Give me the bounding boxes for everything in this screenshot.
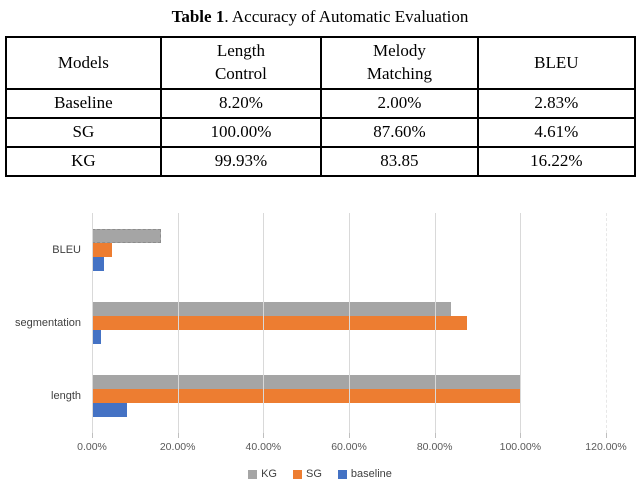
cell-sg-length: 100.00% [159,117,323,148]
legend-item-kg: KG [248,468,277,480]
bar-group-bleu: BLEU [52,213,606,286]
x-tick-label: 20.00% [159,441,196,453]
legend-item-baseline: baseline [337,468,392,480]
col-header-length-control: Length Control [159,36,323,90]
chart-x-axis: 0.00% 20.00% 40.00% 60.00% 80.00% 100.00% 120.… [77,441,627,455]
axis-tick-mark [177,433,179,438]
cell-kg-model: KG [5,146,162,177]
table-caption: Table 1. Accuracy of Automatic Evaluatio… [0,7,640,27]
col-header-models: Models [5,36,162,90]
category-label: BLEU [52,243,81,256]
bar-chart: BLEU segmentation length 0.00% 20.00% 40.00%… [0,194,640,487]
gridline [606,213,607,433]
cell-sg-bleu: 4.61% [476,117,637,148]
axis-tick-mark [606,433,607,438]
x-tick-label: 80.00% [416,441,453,453]
bar-sg-segmentation [92,315,468,330]
legend-item-sg: SG [293,468,322,480]
x-tick-label: 40.00% [245,441,282,453]
legend-swatch-icon [293,469,302,479]
gridline [349,213,350,433]
axis-tick-mark [92,433,93,438]
cell-baseline-length: 8.20% [159,88,323,119]
col-header-melody-line2: Matching [366,64,432,83]
table-header-row: Models Length Control Melody Matching BLEU [5,36,637,90]
gridline [177,213,179,433]
cell-kg-melody: 83.85 [320,146,479,177]
cell-baseline-melody: 2.00% [320,88,479,119]
category-label: length [51,390,81,403]
bar-baseline-bleu [92,256,105,271]
chart-plot-area: BLEU segmentation length [15,213,607,438]
cell-baseline-model: Baseline [5,88,162,119]
bar-kg-bleu [92,228,162,243]
bar-kg-length [92,375,521,390]
col-header-melody-matching: Melody Matching [320,36,479,90]
col-header-length-line1: Length [216,41,265,61]
bar-group-segmentation: segmentation [15,286,606,359]
bar-baseline-length [92,403,128,418]
results-table: Models Length Control Melody Matching BLEU… [5,36,637,177]
table-row-sg: SG 100.00% 87.60% 4.61% [5,117,637,148]
col-header-bleu: BLEU [476,36,637,90]
x-tick-label: 100.00% [499,441,542,453]
gridline [434,213,436,433]
bar-baseline-segmentation [92,329,101,344]
chart-legend: KG SG baseline [0,468,640,480]
category-label: segmentation [14,316,81,329]
legend-label: baseline [350,468,392,480]
bar-group-length: length [51,360,606,433]
x-tick-label: 60.00% [331,441,367,453]
axis-tick-mark [263,433,265,438]
legend-swatch-icon [248,469,258,479]
cell-sg-model: SG [5,117,162,148]
legend-label: SG [306,468,322,480]
bar-sg-length [92,389,521,404]
x-tick-label: 120.00% [585,441,627,453]
axis-tick-mark [434,433,436,438]
col-header-length-line2: Control [214,64,267,83]
legend-swatch-icon [337,469,347,479]
legend-label: KG [261,468,277,480]
cell-kg-bleu: 16.22% [476,146,637,177]
table-caption-number: Table 1 [171,7,225,26]
bar-sg-bleu [92,242,112,257]
x-tick-label: 0.00% [77,441,107,453]
axis-tick-mark [520,433,522,438]
col-header-bleu-label: BLEU [534,52,579,72]
gridline [263,213,265,433]
bar-kg-segmentation [92,301,452,316]
chart-bar-groups: BLEU segmentation length [15,213,606,433]
axis-tick-mark [349,433,350,438]
col-header-models-label: Models [57,52,109,72]
cell-sg-melody: 87.60% [320,117,479,148]
table-row-kg: KG 99.93% 83.85 16.22% [5,146,637,177]
cell-kg-length: 99.93% [159,146,323,177]
gridline [92,213,93,433]
cell-baseline-bleu: 2.83% [476,88,637,119]
table-caption-title: . Accuracy of Automatic Evaluation [224,7,469,26]
col-header-melody-line1: Melody [372,41,426,61]
gridline [520,213,522,433]
table-row-baseline: Baseline 8.20% 2.00% 2.83% [5,88,637,119]
